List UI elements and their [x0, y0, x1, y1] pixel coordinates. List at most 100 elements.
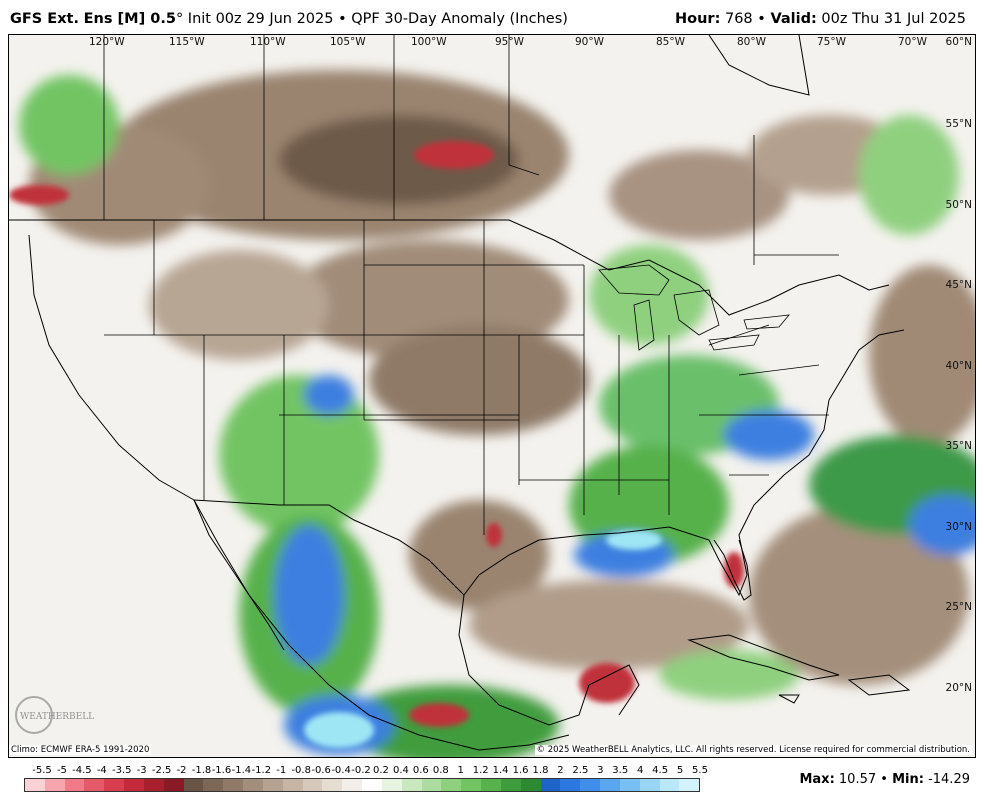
lon-label: 100°W [411, 36, 447, 48]
init-time: Init 00z 29 Jun 2025 [187, 11, 334, 27]
colorbar-swatch [282, 779, 303, 791]
great-lakes [598, 264, 790, 351]
mexico-gulf-coast [458, 594, 640, 726]
copyright-note: © 2025 WeatherBELL Analytics, LLC. All r… [534, 745, 972, 755]
dry-area-great-basin [149, 250, 329, 360]
colorbar-swatch [500, 779, 521, 791]
lon-label: 115°W [169, 36, 205, 48]
colorbar-swatch [124, 779, 144, 791]
colorbar-tick-label: -3.5 [111, 765, 132, 776]
colorbar-tick-label: 0.4 [392, 765, 409, 776]
hudson-bay [708, 35, 810, 96]
colorbar-swatch [322, 779, 343, 791]
anomaly-extremes [9, 141, 744, 748]
dry-area-gulf [469, 580, 749, 670]
colorbar-tick-label: 4.5 [652, 765, 669, 776]
very-wet-area-carolinas [724, 410, 814, 460]
colorbar-tick-label: 1.4 [492, 765, 509, 776]
colorbar-swatch [163, 779, 184, 791]
longitude-labels: 120°W 115°W 110°W 105°W 100°W 95°W 90°W … [89, 36, 928, 48]
lat-label: 35°N [946, 440, 972, 452]
colorbar-tick-label: -0.2 [351, 765, 371, 776]
colorbar-tick-label: -0.8 [291, 765, 311, 776]
colorbar-swatch [84, 779, 105, 791]
lon-label: 105°W [330, 36, 366, 48]
weatherbell-logo: WEATHERBELL [15, 696, 94, 734]
extreme-wet-gulf [606, 530, 662, 550]
colorbar-swatch [183, 779, 204, 791]
product-name: QPF 30-Day Anomaly (Inches) [351, 11, 568, 27]
colorbar-tick-label: -1 [276, 765, 287, 776]
lat-label: 40°N [946, 360, 972, 372]
colorbar-swatch [421, 779, 442, 791]
gulf-coast [463, 329, 905, 597]
colorbar-tick-label: 3.5 [612, 765, 629, 776]
extreme-wet-pacific [304, 712, 374, 748]
colorbar-swatch [639, 779, 660, 791]
very-wet-area-atlantic [909, 495, 975, 555]
extreme-dry-yucatan [579, 663, 635, 703]
lon-label: 75°W [817, 36, 847, 48]
colorbar-tick-label: -4 [96, 765, 107, 776]
valid-label: Valid: [770, 11, 817, 27]
colorbar-swatch [104, 779, 125, 791]
lat-label: 20°N [946, 682, 972, 694]
colorbar-swatch [243, 779, 263, 791]
colorbar-swatch [223, 779, 244, 791]
precip-anomaly-map: 120°W 115°W 110°W 105°W 100°W 95°W 90°W … [8, 34, 976, 758]
dry-area-texas [409, 500, 549, 610]
lon-label: 90°W [575, 36, 605, 48]
stats-separator: • [880, 772, 888, 787]
colorbar-swatch [25, 779, 45, 791]
colorbar-tick-label: -4.5 [72, 765, 92, 776]
colorbar-tick-label: -2 [176, 765, 187, 776]
lat-label: 45°N [946, 279, 972, 291]
header-bar: GFS Ext. Ens [M] 0.5° Init 00z 29 Jun 20… [0, 0, 984, 34]
colorbar-swatch [262, 779, 283, 791]
colorbar-ticks: -5.5 -5 -4.5 -4 -3.5 -3 -2.5 -2 -1.8 -1.6 -1.4 -1.2… [24, 765, 708, 777]
extreme-dry-florida [724, 552, 744, 588]
colorbar-swatch [520, 779, 541, 791]
colorbar-tick-label: 1.6 [512, 765, 529, 776]
state-lines [104, 220, 829, 535]
boundaries [9, 35, 911, 751]
baja-california [193, 499, 285, 651]
very-wet-area-sonora [274, 525, 344, 665]
colorbar-swatch [659, 779, 680, 791]
hour-label: Hour: [675, 11, 721, 27]
colorbar-tick-label: 0.2 [373, 765, 389, 776]
latitude-labels: 60°N 55°N 50°N 45°N 40°N 35°N 30°N 25°N … [946, 36, 972, 694]
lon-label: 70°W [898, 36, 928, 48]
very-wet-area-colorado [304, 375, 354, 415]
colorbar-tick-label: -0.6 [311, 765, 331, 776]
dry-area-ne-atlantic [869, 265, 975, 445]
colorbar-tick-label: -0.4 [331, 765, 351, 776]
colorbar-swatch [441, 779, 462, 791]
extreme-dry-mexico [409, 703, 469, 727]
max-min-stats: Max: 10.57 • Min: -14.29 [799, 772, 970, 787]
colorbar [24, 778, 700, 792]
mexico-pacific-coast [193, 499, 570, 751]
valid-value: 00z Thu 31 Jul 2025 [821, 11, 966, 27]
colorbar-swatch [342, 779, 363, 791]
wet-area-caribbean [659, 650, 799, 700]
dry-area-central-plains [369, 325, 589, 435]
jamaica [778, 694, 800, 704]
colorbar-tick-label: -5.5 [32, 765, 52, 776]
colorbar-swatch [362, 779, 382, 791]
colorbar-swatch [143, 779, 164, 791]
lon-label: 95°W [495, 36, 525, 48]
hour-value: 768 [724, 11, 753, 27]
svg-text:WEATHERBELL: WEATHERBELL [20, 712, 94, 722]
header-separator: • [338, 11, 347, 27]
colorbar-swatch [461, 779, 482, 791]
colorbar-swatch [600, 779, 620, 791]
colorbar-tick-label: 2 [557, 765, 564, 776]
colorbar-tick-label: 3 [597, 765, 604, 776]
colorbar-swatch [401, 779, 422, 791]
min-label: Min: [892, 772, 924, 787]
colorbar-tick-label: -1.6 [211, 765, 232, 776]
us-west-coast [28, 234, 195, 501]
climo-note: Climo: ECMWF ERA-5 1991-2020 [9, 745, 152, 755]
colorbar-swatch [64, 779, 85, 791]
